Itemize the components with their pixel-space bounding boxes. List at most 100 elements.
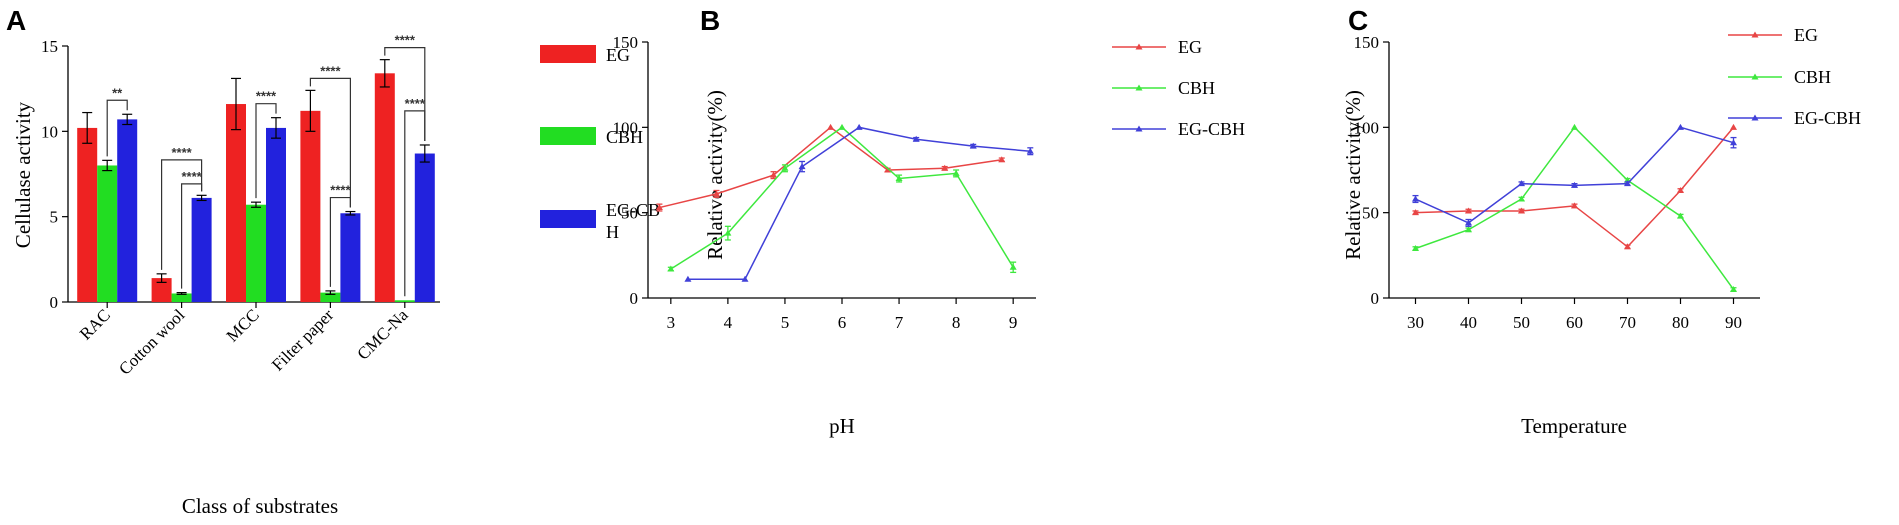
panel-a-x-tick-label: Cotton wool [115, 305, 188, 378]
data-point-eg-cbh [1677, 123, 1684, 130]
data-point-cbh [724, 229, 732, 236]
data-point-eg [770, 171, 778, 178]
significance-label: **** [171, 145, 192, 160]
significance-bracket [404, 110, 426, 297]
data-point-eg [827, 123, 835, 130]
panelB-x-tick-label: 3 [667, 313, 676, 332]
bar-cbh-filter-paper [320, 292, 341, 302]
panel-c-axes: 0 50 100 150 30 40 50 60 70 80 90 [1354, 33, 1760, 332]
legend-swatch-eg [540, 45, 596, 63]
panel-a-legend: EG CBH EG-CB H [540, 45, 660, 242]
legend-marker [1135, 84, 1143, 91]
bar-cbh-cotton-wool [171, 293, 192, 302]
panel-a-x-tick-label: MCC [223, 305, 263, 345]
panelC-x-tick-label: 70 [1619, 313, 1636, 332]
panel-c-series [1412, 123, 1737, 292]
significance-bracket [161, 159, 203, 270]
bar-eg-cotton-wool [151, 278, 172, 302]
panelB-x-tick-label: 5 [781, 313, 790, 332]
panel-a-y-axis-title: Cellulase activity [11, 101, 35, 248]
data-point-cbh [1465, 226, 1472, 233]
data-point-cbh [1412, 245, 1419, 252]
data-point-cbh [1009, 263, 1017, 270]
panelB-x-tick-label: 6 [838, 313, 847, 332]
data-point-eg [941, 164, 949, 171]
data-point-eg [1518, 207, 1525, 214]
data-point-eg [655, 204, 663, 211]
significance-bracket [384, 47, 426, 141]
bar-eg-cbh-rac [117, 119, 138, 303]
bar-cbh-cmc-na [394, 300, 415, 302]
data-point-eg-cbh [1465, 219, 1472, 226]
significance-bracket [329, 196, 351, 287]
data-point-cbh [838, 123, 846, 130]
data-point-eg-cbh [741, 275, 749, 282]
panelC-x-tick-label: 40 [1460, 313, 1477, 332]
panelC-x-tick-label: 60 [1566, 313, 1583, 332]
significance-bracket [309, 77, 351, 208]
significance-label: ** [112, 85, 123, 100]
bar-eg-mcc [226, 104, 246, 302]
panel-letter-c: C [1348, 5, 1368, 36]
panelB-x-tick-label: 4 [724, 313, 733, 332]
data-point-cbh [895, 175, 903, 182]
bar-cbh-rac [97, 165, 118, 302]
data-point-cbh [952, 169, 960, 176]
data-point-eg [1465, 207, 1472, 214]
significance-label: **** [405, 96, 426, 111]
data-point-eg [1624, 243, 1631, 250]
data-point-cbh [1730, 285, 1737, 292]
data-point-eg-cbh [1518, 180, 1525, 187]
panel-b-legend: EG CBH EG-CBH [1112, 37, 1245, 139]
panel-a-bars [77, 59, 435, 303]
legend-label-cbh: CBH [606, 127, 643, 147]
panelC-x-tick-label: 30 [1407, 313, 1424, 332]
panel-b-x-axis-title: pH [829, 414, 855, 438]
panelB-x-tick-label: 8 [952, 313, 961, 332]
data-point-eg [1730, 123, 1737, 130]
significance-label: **** [320, 63, 341, 78]
series-line-eg-cbh [1415, 126, 1734, 224]
legend-label-eg: EG [606, 45, 630, 65]
data-point-eg-cbh [1026, 147, 1034, 154]
legend-label-cbh: CBH [1178, 78, 1215, 98]
legend-label-eg: EG [1178, 37, 1202, 57]
significance-label: **** [330, 183, 351, 198]
bar-eg-cbh-cmc-na [414, 153, 435, 302]
data-point-cbh [781, 164, 789, 171]
panel-b-axes: 0 50 100 150 3 4 5 6 7 8 9 [613, 33, 1036, 332]
series-line-cbh [1415, 126, 1735, 290]
panel-a-bar-chart: Cellulase activity Class of substrates 0… [11, 33, 660, 518]
data-point-eg-cbh [969, 142, 977, 149]
legend-label-eg: EG [1794, 25, 1818, 45]
data-point-eg-cbh [684, 275, 692, 282]
legend-marker [1751, 31, 1759, 38]
data-point-cbh [1571, 123, 1578, 130]
panelC-x-tick-label: 50 [1513, 313, 1530, 332]
panelB-x-tick-label: 9 [1009, 313, 1018, 332]
data-point-eg-cbh [798, 163, 806, 170]
significance-bracket [181, 183, 203, 289]
panel-c-line-chart: Relative activity(%) Temperature 0 50 100 1… [1341, 25, 1861, 438]
panel-a-x-tick-label: CMC-Na [353, 305, 411, 363]
panel-b-line-chart: Relative activity(%) pH 0 50 100 150 3 4 5 6 7 8 9… [613, 33, 1246, 438]
data-point-cbh [667, 265, 675, 272]
panel-c-y-axis-title: Relative activity(%) [1341, 90, 1365, 260]
legend-marker [1751, 114, 1759, 121]
data-point-eg [884, 166, 892, 173]
data-point-eg-cbh [1730, 139, 1737, 146]
legend-marker [1135, 43, 1143, 50]
legend-label-eg-cbh-line2: H [606, 222, 619, 242]
panel-a-x-tick-label: RAC [76, 305, 114, 343]
panel-c-legend: EG CBH EG-CBH [1728, 25, 1861, 128]
data-point-eg [1412, 209, 1419, 216]
panel-a-x-axis-title: Class of substrates [182, 494, 338, 518]
panelC-y-tick-label: 50 [1362, 204, 1379, 223]
panel-a-y-tick-label: 0 [50, 293, 59, 312]
legend-label-eg-cbh-line1: EG-CB [606, 200, 660, 220]
panel-b-series [655, 123, 1034, 282]
significance-label: **** [181, 169, 202, 184]
bar-eg-cbh-mcc [266, 127, 286, 302]
legend-marker [1135, 125, 1143, 132]
panel-a-x-tick-label: Filter paper [268, 305, 337, 374]
